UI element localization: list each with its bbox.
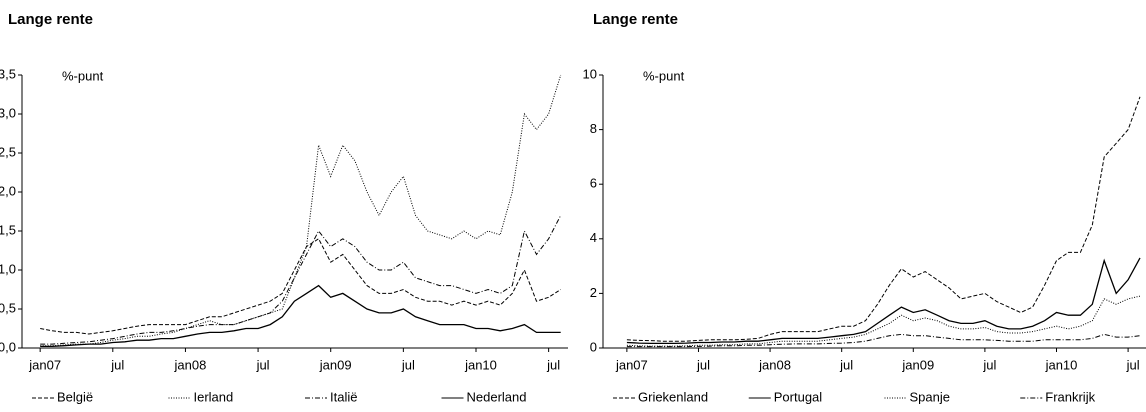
y-tick-label: 2	[590, 285, 597, 300]
x-tick-label: jul	[110, 357, 124, 372]
series-line	[626, 295, 1141, 347]
legend-label: Ierland	[194, 389, 234, 404]
legend-label: Italië	[330, 389, 357, 404]
y-tick-label: 6	[590, 176, 597, 191]
y-tick-label: 8	[590, 121, 597, 136]
x-tick-label: jan10	[464, 357, 497, 372]
legend-label: België	[57, 389, 93, 404]
series-line	[626, 333, 1141, 348]
x-tick-label: jul	[1126, 357, 1140, 372]
series-line	[40, 215, 562, 345]
series-line	[40, 238, 561, 335]
y-tick-label: 1,5	[0, 222, 16, 237]
x-tick-label: jul	[401, 357, 415, 372]
x-tick-label: jul	[696, 357, 710, 372]
legend-label: Portugal	[774, 389, 823, 404]
legend-label: Spanje	[910, 389, 950, 404]
y-tick-label: 0,0	[0, 339, 16, 354]
x-tick-label: jan09	[319, 357, 352, 372]
series-line	[626, 96, 1141, 342]
unit-label: %-punt	[62, 68, 104, 83]
x-tick-label: jul	[982, 357, 996, 372]
series-line	[40, 74, 562, 347]
y-tick-label: 3,0	[0, 105, 16, 120]
x-tick-label: jul	[839, 357, 853, 372]
y-tick-label: 4	[590, 230, 597, 245]
y-tick-label: 0,5	[0, 300, 16, 315]
legend-label: Frankrijk	[1045, 389, 1095, 404]
chart: Lange rente %-punt 0,0 0,5 1,0 1,5 2,0 2,5 3,0 3,…	[0, 11, 568, 404]
x-tick-label: jul	[256, 357, 270, 372]
x-tick-label: jan08	[174, 357, 207, 372]
legend-label: Nederland	[467, 389, 527, 404]
series-line	[40, 284, 561, 348]
unit-label: %-punt	[643, 68, 685, 83]
x-tick-label: jan07	[28, 357, 61, 372]
x-tick-label: jan08	[758, 357, 791, 372]
y-tick-label: 10	[583, 66, 597, 81]
x-tick-label: jan10	[1045, 357, 1078, 372]
x-tick-label: jul	[546, 357, 560, 372]
series-line	[626, 257, 1141, 345]
y-tick-label: 1,0	[0, 261, 16, 276]
chart-title: Lange rente	[593, 11, 678, 28]
x-tick-label: jan09	[901, 357, 934, 372]
y-tick-label: 0	[590, 339, 597, 354]
legend-label: Griekenland	[638, 389, 708, 404]
y-tick-label: 2,5	[0, 144, 16, 159]
y-tick-label: 2,0	[0, 183, 16, 198]
chart-title: Lange rente	[8, 11, 93, 28]
chart: Lange rente %-punt 0 2 4 6 8 10 jan07 jul jan08 jul…	[583, 11, 1146, 404]
x-tick-label: jan07	[615, 357, 648, 372]
y-tick-label: 3,5	[0, 66, 16, 81]
